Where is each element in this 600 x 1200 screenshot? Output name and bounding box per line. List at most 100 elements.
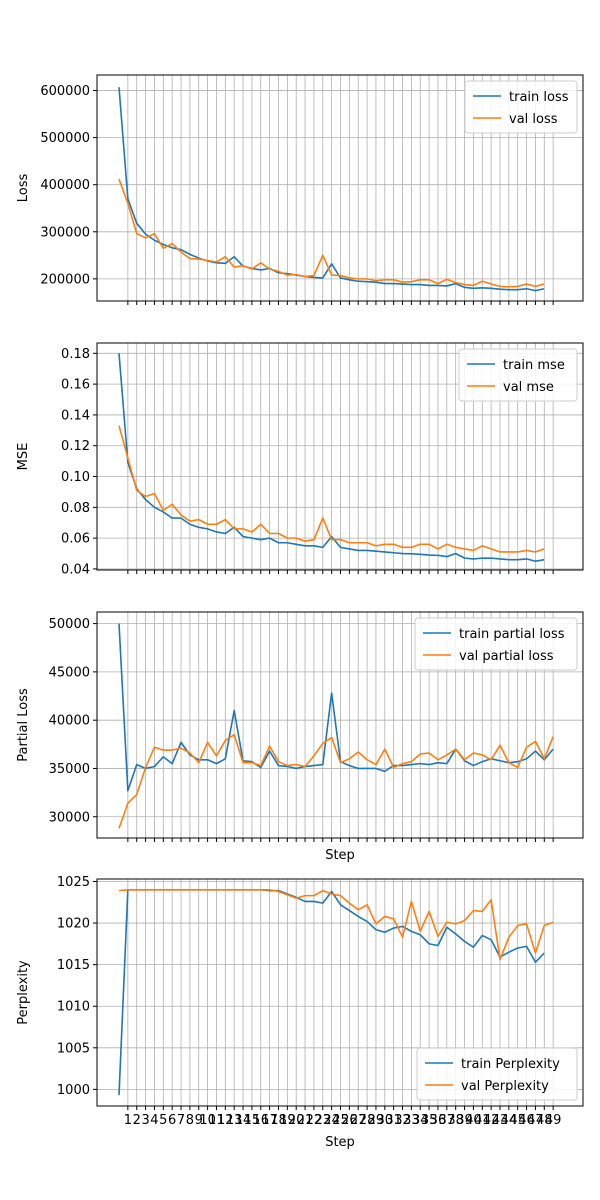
- x-axis-label: Step: [325, 1135, 355, 1150]
- y-tick-label: 0.08: [61, 501, 90, 516]
- y-tick-label: 0.06: [61, 532, 90, 547]
- y-tick-label: 400000: [40, 178, 90, 193]
- y-tick-label: 1020: [57, 917, 90, 932]
- y-axis-label: Loss: [16, 174, 31, 203]
- x-tick-label: 12: [217, 1113, 234, 1128]
- legend-frame: [458, 348, 578, 402]
- y-axis-label: Perplexity: [16, 960, 31, 1025]
- y-tick-label: 30000: [49, 810, 90, 825]
- subplot-3: 30000 35000 40000 45000 50000 Partial Loss Ste…: [16, 611, 584, 863]
- subplot-1: 200000 300000 400000 500000 600000 Loss train …: [16, 74, 584, 305]
- x-tick-label: 8: [186, 1113, 194, 1128]
- legend-entry: val partial loss: [459, 649, 554, 664]
- legend-frame: [464, 80, 578, 134]
- x-tick-label: 41: [474, 1113, 491, 1128]
- series-line-val-partial-loss: [118, 733, 554, 829]
- x-tick-label: 33: [403, 1113, 420, 1128]
- plot-frame: [96, 878, 584, 1107]
- x-tick-label: 13: [226, 1113, 243, 1128]
- y-tick-label: 1010: [57, 1000, 90, 1015]
- x-tick-label: 28: [359, 1113, 376, 1128]
- x-tick-label: 24: [323, 1113, 340, 1128]
- y-tick-label: 0.04: [61, 562, 90, 577]
- y-tick-label: 0.16: [61, 378, 90, 393]
- y-axis-label: Partial Loss: [16, 688, 31, 762]
- y-tick-label: 0.10: [61, 470, 90, 485]
- x-tick-label: 43: [492, 1113, 509, 1128]
- x-tick-label: 29: [368, 1113, 385, 1128]
- x-tick-label: 5: [159, 1113, 167, 1128]
- plot-frame: [96, 611, 584, 839]
- x-tick-label: 19: [279, 1113, 296, 1128]
- x-tick-label: 18: [270, 1113, 287, 1128]
- legend-entry: train mse: [503, 358, 565, 373]
- x-tick-label: 25: [332, 1113, 349, 1128]
- y-tick-label: 1000: [57, 1083, 90, 1098]
- x-tick-label: 22: [306, 1113, 323, 1128]
- legend: train Perplexity val Perplexity: [416, 1047, 578, 1101]
- legend-entry: train partial loss: [459, 627, 565, 642]
- x-tick-label: 49: [545, 1113, 562, 1128]
- y-tick-label: 0.14: [61, 408, 90, 423]
- y-tick-label: 50000: [49, 617, 90, 632]
- x-tick-label: 21: [297, 1113, 314, 1128]
- x-tick-label: 44: [501, 1113, 518, 1128]
- x-tick-label: 27: [350, 1113, 367, 1128]
- x-tick-label: 4: [150, 1113, 158, 1128]
- x-tick-label: 37: [439, 1113, 456, 1128]
- x-tick-label: 31: [385, 1113, 402, 1128]
- x-tick-label: 20: [288, 1113, 305, 1128]
- legend-entry: train loss: [509, 90, 569, 105]
- x-tick-label: 39: [456, 1113, 473, 1128]
- x-tick-label: 46: [518, 1113, 535, 1128]
- y-tick-label: 0.12: [61, 439, 90, 454]
- x-tick-label: 7: [177, 1113, 185, 1128]
- y-tick-label: 500000: [40, 131, 90, 146]
- x-tick-label: 11: [208, 1113, 225, 1128]
- y-axis: 0.04 0.06 0.08 0.10 0.12 0.14 0.16 0.18: [61, 347, 583, 577]
- plot-frame: [96, 342, 584, 571]
- x-tick-label: 32: [394, 1113, 411, 1128]
- y-tick-label: 45000: [49, 665, 90, 680]
- x-axis-label: Step: [325, 848, 355, 863]
- series-line-val-mse: [118, 425, 545, 553]
- x-tick-label: 30: [377, 1113, 394, 1128]
- legend-entry: val mse: [503, 380, 554, 395]
- legend-entry: train Perplexity: [461, 1057, 560, 1072]
- y-axis: 200000 300000 400000 500000 600000: [40, 84, 583, 287]
- legend: train mse val mse: [458, 348, 578, 402]
- x-tick-label: 36: [430, 1113, 447, 1128]
- y-tick-label: 1015: [57, 958, 90, 973]
- x-tick-label: 6: [168, 1113, 176, 1128]
- x-tick-label: 3: [141, 1113, 149, 1128]
- series-line-train-loss: [118, 87, 545, 292]
- series-line-val-perplexity: [118, 889, 554, 961]
- x-tick-label: 10: [199, 1113, 216, 1128]
- legend: train loss val loss: [464, 80, 578, 134]
- x-tick-label: 35: [421, 1113, 438, 1128]
- legend-frame: [414, 617, 578, 671]
- y-tick-label: 35000: [49, 762, 90, 777]
- y-tick-label: 200000: [40, 272, 90, 287]
- x-tick-label: 9: [195, 1113, 203, 1128]
- x-tick-label: 47: [527, 1113, 544, 1128]
- x-tick-label: 42: [483, 1113, 500, 1128]
- y-tick-label: 1005: [57, 1041, 90, 1056]
- x-tick-label: 38: [447, 1113, 464, 1128]
- y-tick-label: 1025: [57, 875, 90, 890]
- legend-entry: val loss: [509, 112, 558, 127]
- legend-entry: val Perplexity: [461, 1079, 549, 1094]
- x-tick-label: 26: [341, 1113, 358, 1128]
- y-tick-label: 40000: [49, 714, 90, 729]
- subplot-2: 0.04 0.06 0.08 0.10 0.12 0.14 0.16 0.18 MSE train…: [16, 342, 584, 577]
- x-tick-label: 23: [315, 1113, 332, 1128]
- x-tick-label: 40: [465, 1113, 482, 1128]
- y-axis: 30000 35000 40000 45000 50000: [49, 617, 583, 825]
- x-tick-label: 14: [235, 1113, 252, 1128]
- y-tick-label: 600000: [40, 84, 90, 99]
- y-axis-label: MSE: [16, 443, 31, 471]
- x-tick-label: 17: [261, 1113, 278, 1128]
- x-tick-label: 45: [509, 1113, 526, 1128]
- x-tick-label: 1: [124, 1113, 132, 1128]
